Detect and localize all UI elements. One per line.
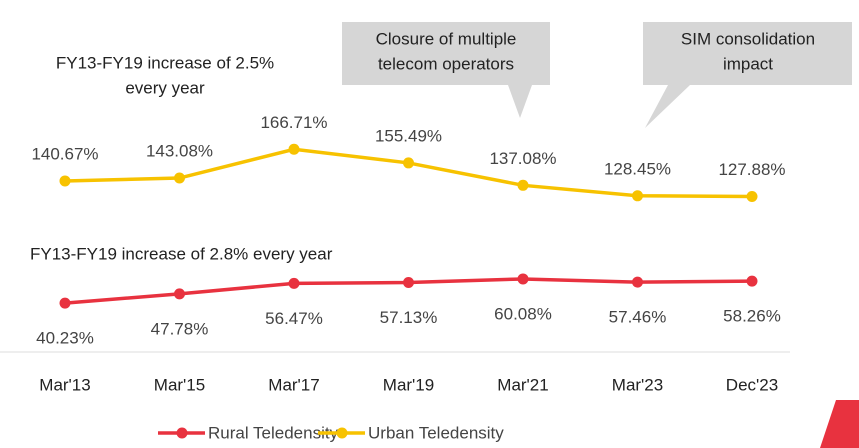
data-point [517,179,529,191]
data-label: 60.08% [494,304,552,323]
annotation: FY13-FY19 increase of 2.8% every year [30,244,333,263]
x-tick-label: Mar'17 [268,375,319,394]
data-label: 47.78% [151,319,209,338]
data-label: 137.08% [489,149,556,168]
legend-swatch [336,427,348,439]
data-point [746,275,758,287]
legend-label: Urban Teledensity [368,423,504,442]
data-label: 57.13% [380,308,438,327]
x-tick-label: Dec'23 [726,375,778,394]
data-point [403,157,414,169]
annotation: telecom operators [378,54,514,73]
data-label: 57.46% [609,308,667,327]
data-point [174,288,185,300]
callout-box [342,22,550,118]
data-point [59,297,71,309]
annotation: Closure of multiple [376,29,517,48]
data-point [288,143,300,155]
data-label: 40.23% [36,329,94,348]
data-point [288,277,300,289]
data-label: 128.45% [604,159,671,178]
data-label: 140.67% [31,144,98,163]
data-point [632,190,643,202]
data-point [632,276,643,288]
x-tick-label: Mar'19 [383,375,434,394]
data-point [517,273,529,285]
legend-swatch [176,427,188,439]
annotation: impact [723,54,773,73]
data-label: 56.47% [265,309,323,328]
data-point [403,277,414,289]
data-label: 58.26% [723,307,781,326]
x-tick-label: Mar'23 [612,375,663,394]
x-tick-label: Mar'21 [497,375,548,394]
data-label: 166.71% [260,113,327,132]
data-label: 127.88% [718,160,785,179]
data-point [59,175,71,187]
data-label: 143.08% [146,141,213,160]
callout-box [643,22,852,128]
data-label: 155.49% [375,126,442,145]
legend-label: Rural Teledensity [208,423,339,442]
annotation: every year [125,78,205,97]
logo-fragment [820,400,859,448]
annotation: FY13-FY19 increase of 2.5% [56,53,274,72]
data-point [174,172,185,184]
x-tick-label: Mar'15 [154,375,205,394]
data-point [746,190,758,202]
annotation: SIM consolidation [681,29,815,48]
x-tick-label: Mar'13 [39,375,90,394]
